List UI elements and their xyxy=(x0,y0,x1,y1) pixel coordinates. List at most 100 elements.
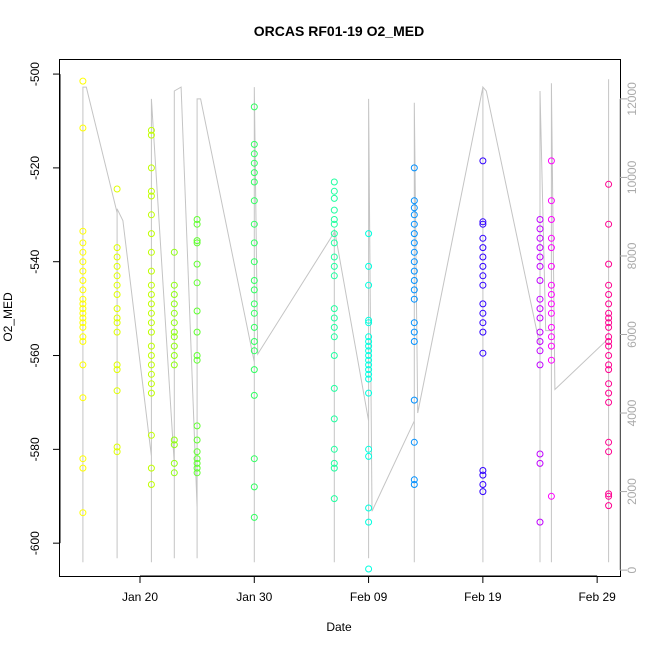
data-point xyxy=(547,262,555,270)
data-point xyxy=(536,277,544,284)
data-point xyxy=(250,239,258,247)
data-point xyxy=(193,307,201,315)
data-point xyxy=(330,352,338,359)
data-point xyxy=(170,361,178,369)
data-point xyxy=(365,352,373,359)
y-tick-label: -500 xyxy=(28,62,42,86)
data-point xyxy=(193,459,201,467)
data-point xyxy=(479,253,487,261)
data-point xyxy=(605,220,613,228)
flight-series xyxy=(547,157,555,500)
data-point xyxy=(547,234,555,242)
data-point xyxy=(250,159,258,167)
data-point xyxy=(547,356,555,364)
data-point xyxy=(605,502,613,510)
data-point xyxy=(365,518,373,526)
data-point xyxy=(536,450,544,458)
data-point xyxy=(79,319,87,327)
data-point xyxy=(147,281,155,289)
altitude-line xyxy=(82,79,610,563)
data-point xyxy=(479,471,487,479)
data-point xyxy=(193,464,201,472)
data-point xyxy=(193,220,201,228)
data-point xyxy=(410,258,418,266)
data-point xyxy=(547,157,555,165)
data-point xyxy=(330,333,338,341)
data-point xyxy=(193,216,201,223)
data-point xyxy=(536,338,544,345)
data-point xyxy=(365,319,373,327)
data-point xyxy=(147,192,155,200)
data-point xyxy=(147,319,155,327)
data-point xyxy=(410,220,418,228)
data-point xyxy=(79,309,87,317)
flight-series xyxy=(250,103,258,521)
data-point xyxy=(147,164,155,172)
data-point xyxy=(170,352,178,359)
data-point xyxy=(170,469,178,477)
data-point xyxy=(193,356,201,364)
x-axis: Jan 20 Jan 30 Feb 09 Feb 19 Feb 29 xyxy=(122,575,616,604)
data-point xyxy=(547,197,555,205)
data-point xyxy=(547,216,555,223)
data-point xyxy=(250,391,258,399)
flight-series xyxy=(170,248,178,477)
data-point xyxy=(410,338,418,345)
data-point xyxy=(147,431,155,439)
flight-series xyxy=(330,178,338,503)
data-point xyxy=(330,415,338,423)
data-point xyxy=(410,164,418,172)
data-point xyxy=(170,300,178,308)
data-point xyxy=(330,230,338,238)
data-point xyxy=(170,309,178,317)
data-point xyxy=(193,237,201,245)
y2-tick-label: 8000 xyxy=(625,242,639,269)
data-point xyxy=(330,187,338,195)
data-point xyxy=(147,291,155,298)
data-point xyxy=(479,262,487,270)
flight-series xyxy=(79,77,87,517)
data-point xyxy=(250,197,258,205)
x-tick-label: Feb 29 xyxy=(578,590,616,604)
data-point xyxy=(547,309,555,317)
data-point xyxy=(536,361,544,369)
data-point xyxy=(479,349,487,357)
flight-series xyxy=(479,157,487,496)
data-points xyxy=(79,77,613,573)
plot-frame xyxy=(59,59,621,577)
data-point xyxy=(605,291,613,298)
data-point xyxy=(250,178,258,186)
data-point xyxy=(147,309,155,317)
data-point xyxy=(250,347,258,355)
data-point xyxy=(605,361,613,369)
data-point xyxy=(170,441,178,449)
data-point xyxy=(147,267,155,275)
data-point xyxy=(479,488,487,496)
data-point xyxy=(250,103,258,111)
y2-tick-label: 12000 xyxy=(625,82,639,116)
data-point xyxy=(193,279,201,287)
y2-tick-label: 10000 xyxy=(625,160,639,194)
data-point xyxy=(79,314,87,322)
data-point xyxy=(330,253,338,261)
x-tick-label: Feb 19 xyxy=(464,590,502,604)
data-point xyxy=(250,150,258,158)
data-point xyxy=(479,281,487,289)
data-point xyxy=(250,277,258,284)
flight-series xyxy=(147,126,155,488)
y2-tick-label: 0 xyxy=(625,566,639,573)
data-point xyxy=(605,366,613,374)
data-point xyxy=(605,492,613,500)
data-point xyxy=(147,380,155,388)
data-point xyxy=(193,455,201,463)
data-point xyxy=(193,448,201,456)
data-point xyxy=(330,384,338,392)
data-point xyxy=(536,518,544,526)
y-tick-label: -520 xyxy=(28,156,42,180)
data-point xyxy=(536,225,544,233)
data-point xyxy=(410,204,418,212)
data-point xyxy=(113,305,121,313)
data-point xyxy=(410,211,418,219)
data-point xyxy=(605,352,613,359)
data-point xyxy=(170,281,178,289)
